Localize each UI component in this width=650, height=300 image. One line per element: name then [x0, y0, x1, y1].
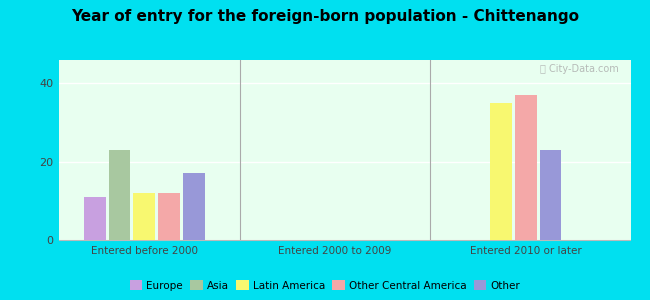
Bar	[540, 150, 562, 240]
Bar	[183, 173, 205, 240]
Text: ⓘ City-Data.com: ⓘ City-Data.com	[540, 64, 619, 74]
Legend: Europe, Asia, Latin America, Other Central America, Other: Europe, Asia, Latin America, Other Centr…	[125, 276, 525, 295]
Bar	[515, 95, 536, 240]
Bar	[133, 193, 155, 240]
Bar	[490, 103, 512, 240]
Text: Year of entry for the foreign-born population - Chittenango: Year of entry for the foreign-born popul…	[71, 9, 579, 24]
Bar	[158, 193, 180, 240]
Bar	[109, 150, 131, 240]
Bar	[84, 197, 106, 240]
